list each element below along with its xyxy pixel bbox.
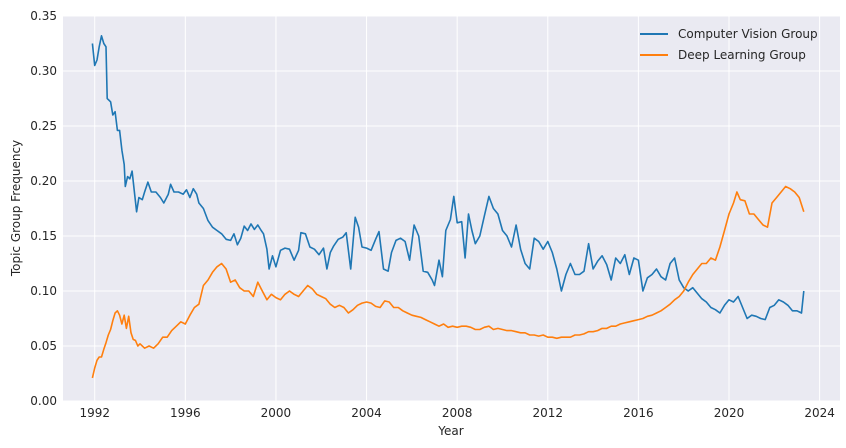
- legend-label-0: Computer Vision Group: [678, 27, 818, 41]
- legend-label-1: Deep Learning Group: [678, 48, 806, 62]
- y-tick-label: 0.25: [30, 119, 57, 133]
- y-tick-label: 0.00: [30, 394, 57, 408]
- x-tick-label: 2000: [261, 406, 292, 420]
- x-tick-label: 1992: [79, 406, 110, 420]
- x-tick-label: 2008: [442, 406, 473, 420]
- y-tick-label: 0.35: [30, 9, 57, 23]
- y-tick-label: 0.05: [30, 339, 57, 353]
- series-line-1: [91, 185, 805, 379]
- x-tick-label: 2024: [804, 406, 835, 420]
- y-tick-label: 0.30: [30, 64, 57, 78]
- x-tick-label: 2016: [623, 406, 654, 420]
- y-tick-label: 0.10: [30, 284, 57, 298]
- x-tick-label: 2004: [351, 406, 382, 420]
- legend: Computer Vision Group Deep Learning Group: [640, 27, 818, 62]
- x-axis-label: Year: [437, 424, 463, 438]
- y-axis-ticks: 0.00 0.05 0.10 0.15 0.20 0.25 0.30 0.35: [30, 9, 57, 408]
- y-tick-label: 0.15: [30, 229, 57, 243]
- y-axis-label: Topic Group Frequency: [9, 140, 23, 277]
- series-lines: [91, 34, 805, 379]
- grid: [63, 15, 840, 402]
- y-tick-label: 0.20: [30, 174, 57, 188]
- x-tick-label: 2012: [533, 406, 564, 420]
- series-line-0: [91, 34, 805, 321]
- x-axis-ticks: 1992 1996 2000 2004 2008 2012 2016 2020 2024: [79, 406, 834, 420]
- x-tick-label: 1996: [170, 406, 201, 420]
- x-tick-label: 2020: [714, 406, 745, 420]
